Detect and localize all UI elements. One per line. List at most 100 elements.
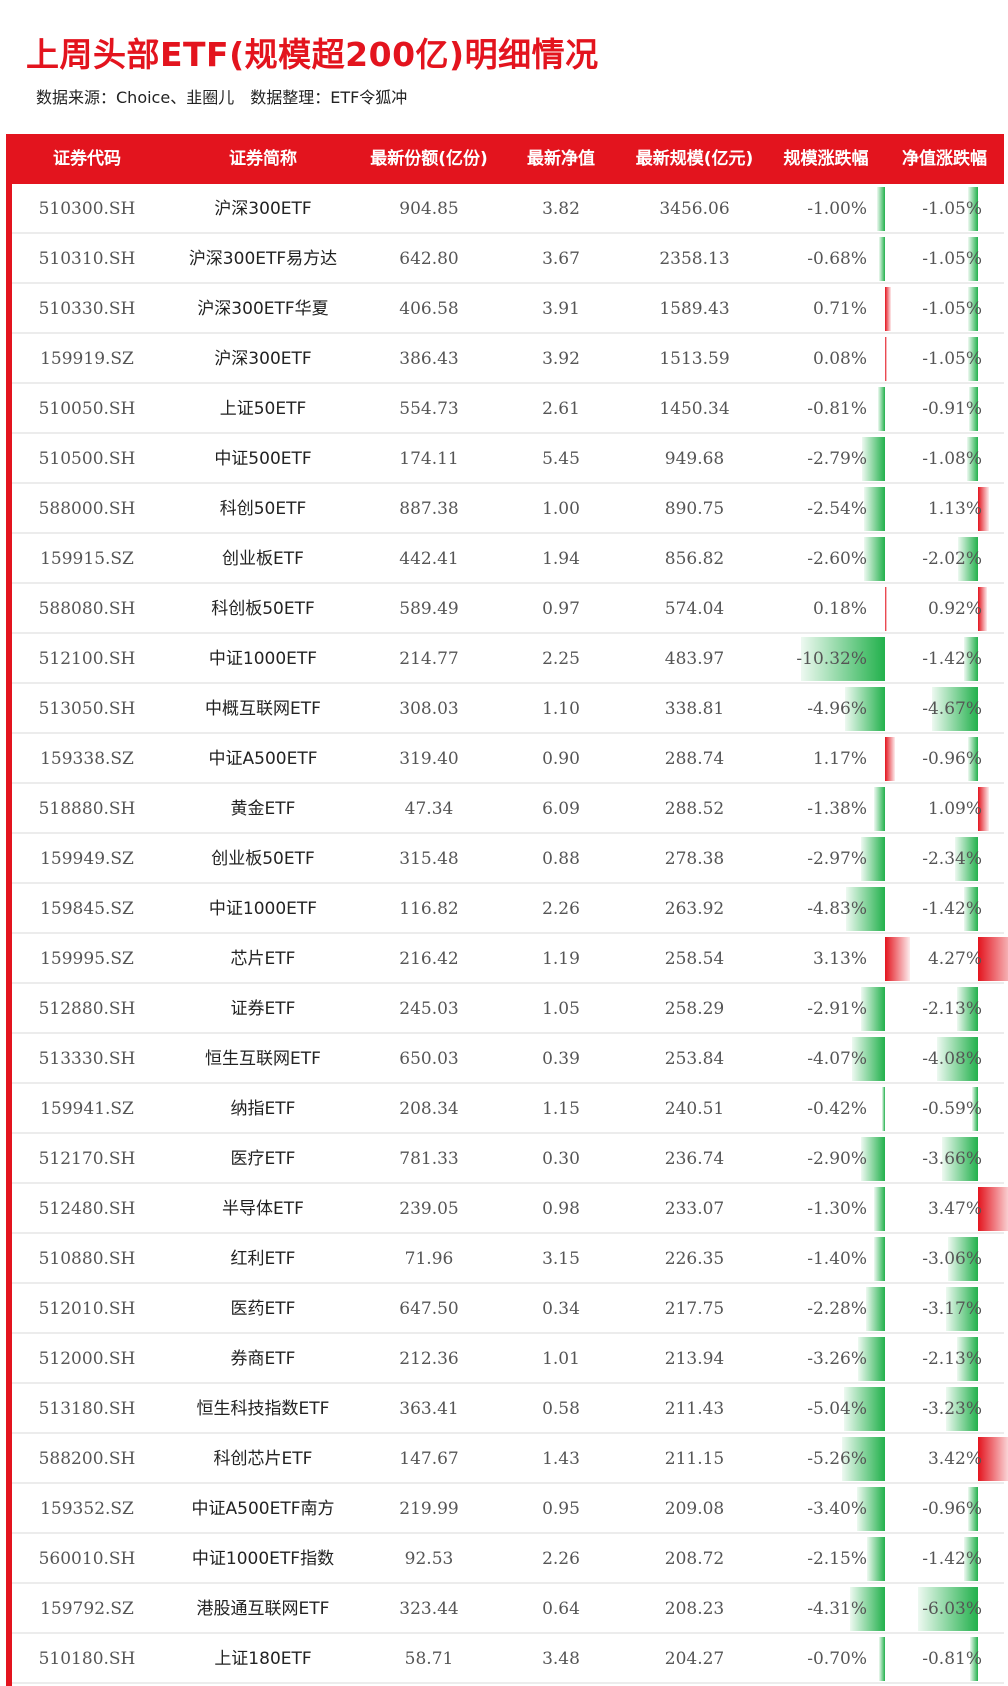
cell-scale: 211.15 bbox=[664, 1449, 725, 1469]
cell-scale: 209.08 bbox=[664, 1499, 725, 1519]
cell-scale: 213.94 bbox=[664, 1349, 725, 1369]
cell-name: 纳指ETF bbox=[230, 1099, 296, 1119]
cell-nav-change-value: -6.03% bbox=[922, 1599, 982, 1619]
cell-nav-change-value: -0.91% bbox=[922, 399, 982, 419]
cell-scale-change-bar bbox=[874, 1187, 885, 1231]
row-divider bbox=[12, 232, 1004, 234]
table-row: 510500.SH 中证500ETF 174.11 5.45 949.68 -2.79% -… bbox=[6, 434, 1004, 484]
cell-nav-change: -1.05% bbox=[885, 234, 1004, 284]
cell-nav-change-value: -2.02% bbox=[922, 549, 982, 569]
cell-nav: 2.61 bbox=[542, 399, 580, 419]
table-row: 159919.SZ 沪深300ETF 386.43 3.92 1513.59 0.08% -… bbox=[6, 334, 1004, 384]
cell-nav-change: -0.91% bbox=[885, 384, 1004, 434]
row-divider bbox=[12, 332, 1004, 334]
cell-scale: 211.43 bbox=[664, 1399, 725, 1419]
cell-nav-change-bar bbox=[957, 987, 978, 1031]
cell-nav-change-bar bbox=[957, 1337, 978, 1381]
cell-nav-change-value: -3.17% bbox=[922, 1299, 982, 1319]
row-divider bbox=[12, 732, 1004, 734]
cell-scale-change: -0.42% bbox=[767, 1084, 885, 1134]
cell-scale-change-bar bbox=[842, 1437, 885, 1481]
table-row: 512480.SH 半导体ETF 239.05 0.98 233.07 -1.30% 3.4… bbox=[6, 1184, 1008, 1234]
cell-nav-change-bar bbox=[948, 1237, 978, 1281]
table-row: 512880.SH 证券ETF 245.03 1.05 258.29 -2.91% -2.1… bbox=[6, 984, 1004, 1034]
cell-code: 159792.SZ bbox=[40, 1599, 134, 1619]
table-row: 159941.SZ 纳指ETF 208.34 1.15 240.51 -0.42% -0.5… bbox=[6, 1084, 1004, 1134]
row-divider bbox=[12, 1682, 1004, 1684]
cell-nav: 0.97 bbox=[542, 599, 580, 619]
cell-scale-change-value: 1.17% bbox=[812, 749, 867, 769]
header-nav: 最新净值 bbox=[527, 149, 595, 169]
cell-code: 588200.SH bbox=[38, 1449, 136, 1469]
row-divider bbox=[12, 482, 1004, 484]
row-divider bbox=[12, 1582, 1004, 1584]
cell-code: 510300.SH bbox=[38, 199, 136, 219]
cell-name: 中概互联网ETF bbox=[205, 699, 321, 719]
cell-nav-change-value: 0.92% bbox=[927, 599, 982, 619]
cell-nav-change-bar bbox=[978, 587, 987, 631]
table-row: 159792.SZ 港股通互联网ETF 323.44 0.64 208.23 -4.31%… bbox=[6, 1584, 1004, 1634]
cell-shares: 406.58 bbox=[399, 299, 459, 319]
row-divider bbox=[12, 282, 1004, 284]
cell-nav-change-value: -2.34% bbox=[922, 849, 982, 869]
cell-scale-change: -1.30% bbox=[767, 1184, 885, 1234]
table-row: 159338.SZ 中证A500ETF 319.40 0.90 288.74 1.17% -… bbox=[6, 734, 1004, 784]
cell-scale-change-value: -5.26% bbox=[807, 1449, 867, 1469]
cell-nav-change: -3.17% bbox=[885, 1284, 1004, 1334]
cell-scale-change: 0.18% bbox=[767, 584, 887, 634]
cell-shares: 147.67 bbox=[399, 1449, 459, 1469]
cell-nav: 0.88 bbox=[542, 849, 580, 869]
table-row: 512010.SH 医药ETF 647.50 0.34 217.75 -2.28% -3.1… bbox=[6, 1284, 1004, 1334]
cell-name: 中证500ETF bbox=[214, 449, 312, 469]
cell-nav-change: -1.05% bbox=[885, 284, 1004, 334]
cell-scale-change-value: -1.40% bbox=[807, 1249, 867, 1269]
cell-scale-change: -0.68% bbox=[767, 234, 885, 284]
table-row: 159845.SZ 中证1000ETF 116.82 2.26 263.92 -4.83%… bbox=[6, 884, 1004, 934]
cell-nav: 0.98 bbox=[542, 1199, 580, 1219]
table-row: 513180.SH 恒生科技指数ETF 363.41 0.58 211.43 -5.04%… bbox=[6, 1384, 1004, 1434]
cell-scale-change-bar bbox=[879, 1637, 885, 1681]
cell-scale-change-value: -0.42% bbox=[807, 1099, 867, 1119]
data-organizer: 数据整理：ETF令狐冲 bbox=[250, 88, 408, 107]
cell-nav-change: -3.66% bbox=[885, 1134, 1004, 1184]
cell-scale-change: -2.79% bbox=[767, 434, 885, 484]
cell-scale-change: -4.96% bbox=[767, 684, 885, 734]
table-row: 518880.SH 黄金ETF 47.34 6.09 288.52 -1.38% 1.09% bbox=[6, 784, 1004, 834]
cell-scale: 3456.06 bbox=[659, 199, 730, 219]
cell-nav: 3.67 bbox=[542, 249, 580, 269]
cell-nav-change-value: -1.05% bbox=[922, 299, 982, 319]
cell-nav-change-bar bbox=[978, 787, 989, 831]
cell-nav-change-value: -3.23% bbox=[922, 1399, 982, 1419]
cell-name: 科创50ETF bbox=[219, 499, 307, 519]
cell-shares: 323.44 bbox=[399, 1599, 459, 1619]
cell-shares: 887.38 bbox=[399, 499, 459, 519]
cell-scale-change-bar bbox=[861, 837, 885, 881]
cell-nav-change-bar bbox=[970, 1637, 978, 1681]
cell-scale-change: -2.91% bbox=[767, 984, 885, 1034]
cell-shares: 58.71 bbox=[404, 1649, 454, 1669]
cell-shares: 386.43 bbox=[399, 349, 459, 369]
cell-scale: 1589.43 bbox=[659, 299, 730, 319]
cell-nav-change-value: 3.47% bbox=[927, 1199, 982, 1219]
cell-shares: 442.41 bbox=[399, 549, 459, 569]
cell-shares: 781.33 bbox=[399, 1149, 459, 1169]
cell-scale-change: -2.28% bbox=[767, 1284, 885, 1334]
table-header: 证券代码 证券简称 最新份额(亿份) 最新净值 最新规模(亿元) 规模涨跌幅 净… bbox=[6, 134, 1004, 184]
cell-nav-change: -2.13% bbox=[885, 1334, 1004, 1384]
cell-code: 588000.SH bbox=[38, 499, 136, 519]
cell-scale: 2358.13 bbox=[659, 249, 730, 269]
cell-scale-change-bar bbox=[845, 687, 885, 731]
cell-nav-change: -0.96% bbox=[885, 1484, 1004, 1534]
cell-scale-change-value: -4.31% bbox=[807, 1599, 867, 1619]
cell-scale: 1513.59 bbox=[659, 349, 730, 369]
cell-nav-change-bar bbox=[968, 287, 978, 331]
cell-nav-change-value: 1.13% bbox=[927, 499, 982, 519]
cell-nav-change: -2.13% bbox=[885, 984, 1004, 1034]
cell-nav-change-value: -1.05% bbox=[922, 249, 982, 269]
cell-scale: 949.68 bbox=[664, 449, 725, 469]
cell-nav-change: -0.59% bbox=[885, 1084, 1004, 1134]
row-divider bbox=[12, 1332, 1004, 1334]
cell-nav: 6.09 bbox=[542, 799, 580, 819]
cell-shares: 554.73 bbox=[399, 399, 459, 419]
